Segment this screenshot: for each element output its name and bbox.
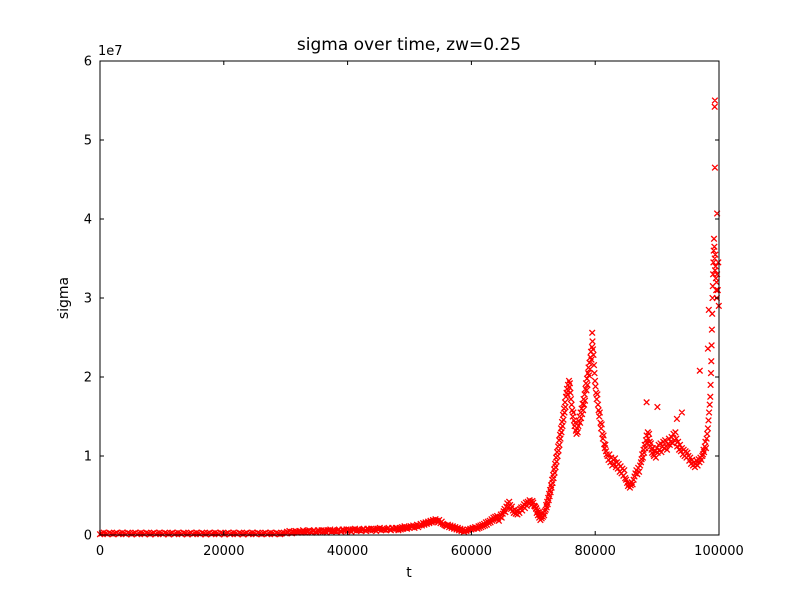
scatter-markers [96,97,723,538]
y-tick-label: 3 [84,292,92,307]
x-tick-label: 100000 [694,544,744,559]
x-tick-label: 60000 [451,544,492,559]
plot-title: sigma over time, zw=0.25 [297,35,521,55]
y-offset-label: 1e7 [98,44,123,59]
y-tick-label: 2 [84,371,92,386]
y-axis-label: sigma [56,277,72,319]
y-tick-label: 1 [84,450,92,465]
plot-frame [99,60,720,536]
y-tick-label: 6 [84,55,92,70]
axis-ticks [99,60,720,536]
x-tick-label: 40000 [327,544,368,559]
y-tick-label: 4 [84,213,92,228]
y-tick-label: 5 [84,134,92,149]
x-tick-label: 20000 [203,544,244,559]
y-tick-label: 0 [84,529,92,544]
axis-tick-labels: 0 20000 40000 60000 80000 100000 0 1 2 3 4 5 6 [84,55,744,560]
x-tick-label: 80000 [575,544,616,559]
x-axis-label: t [406,565,412,581]
x-tick-label: 0 [96,544,104,559]
